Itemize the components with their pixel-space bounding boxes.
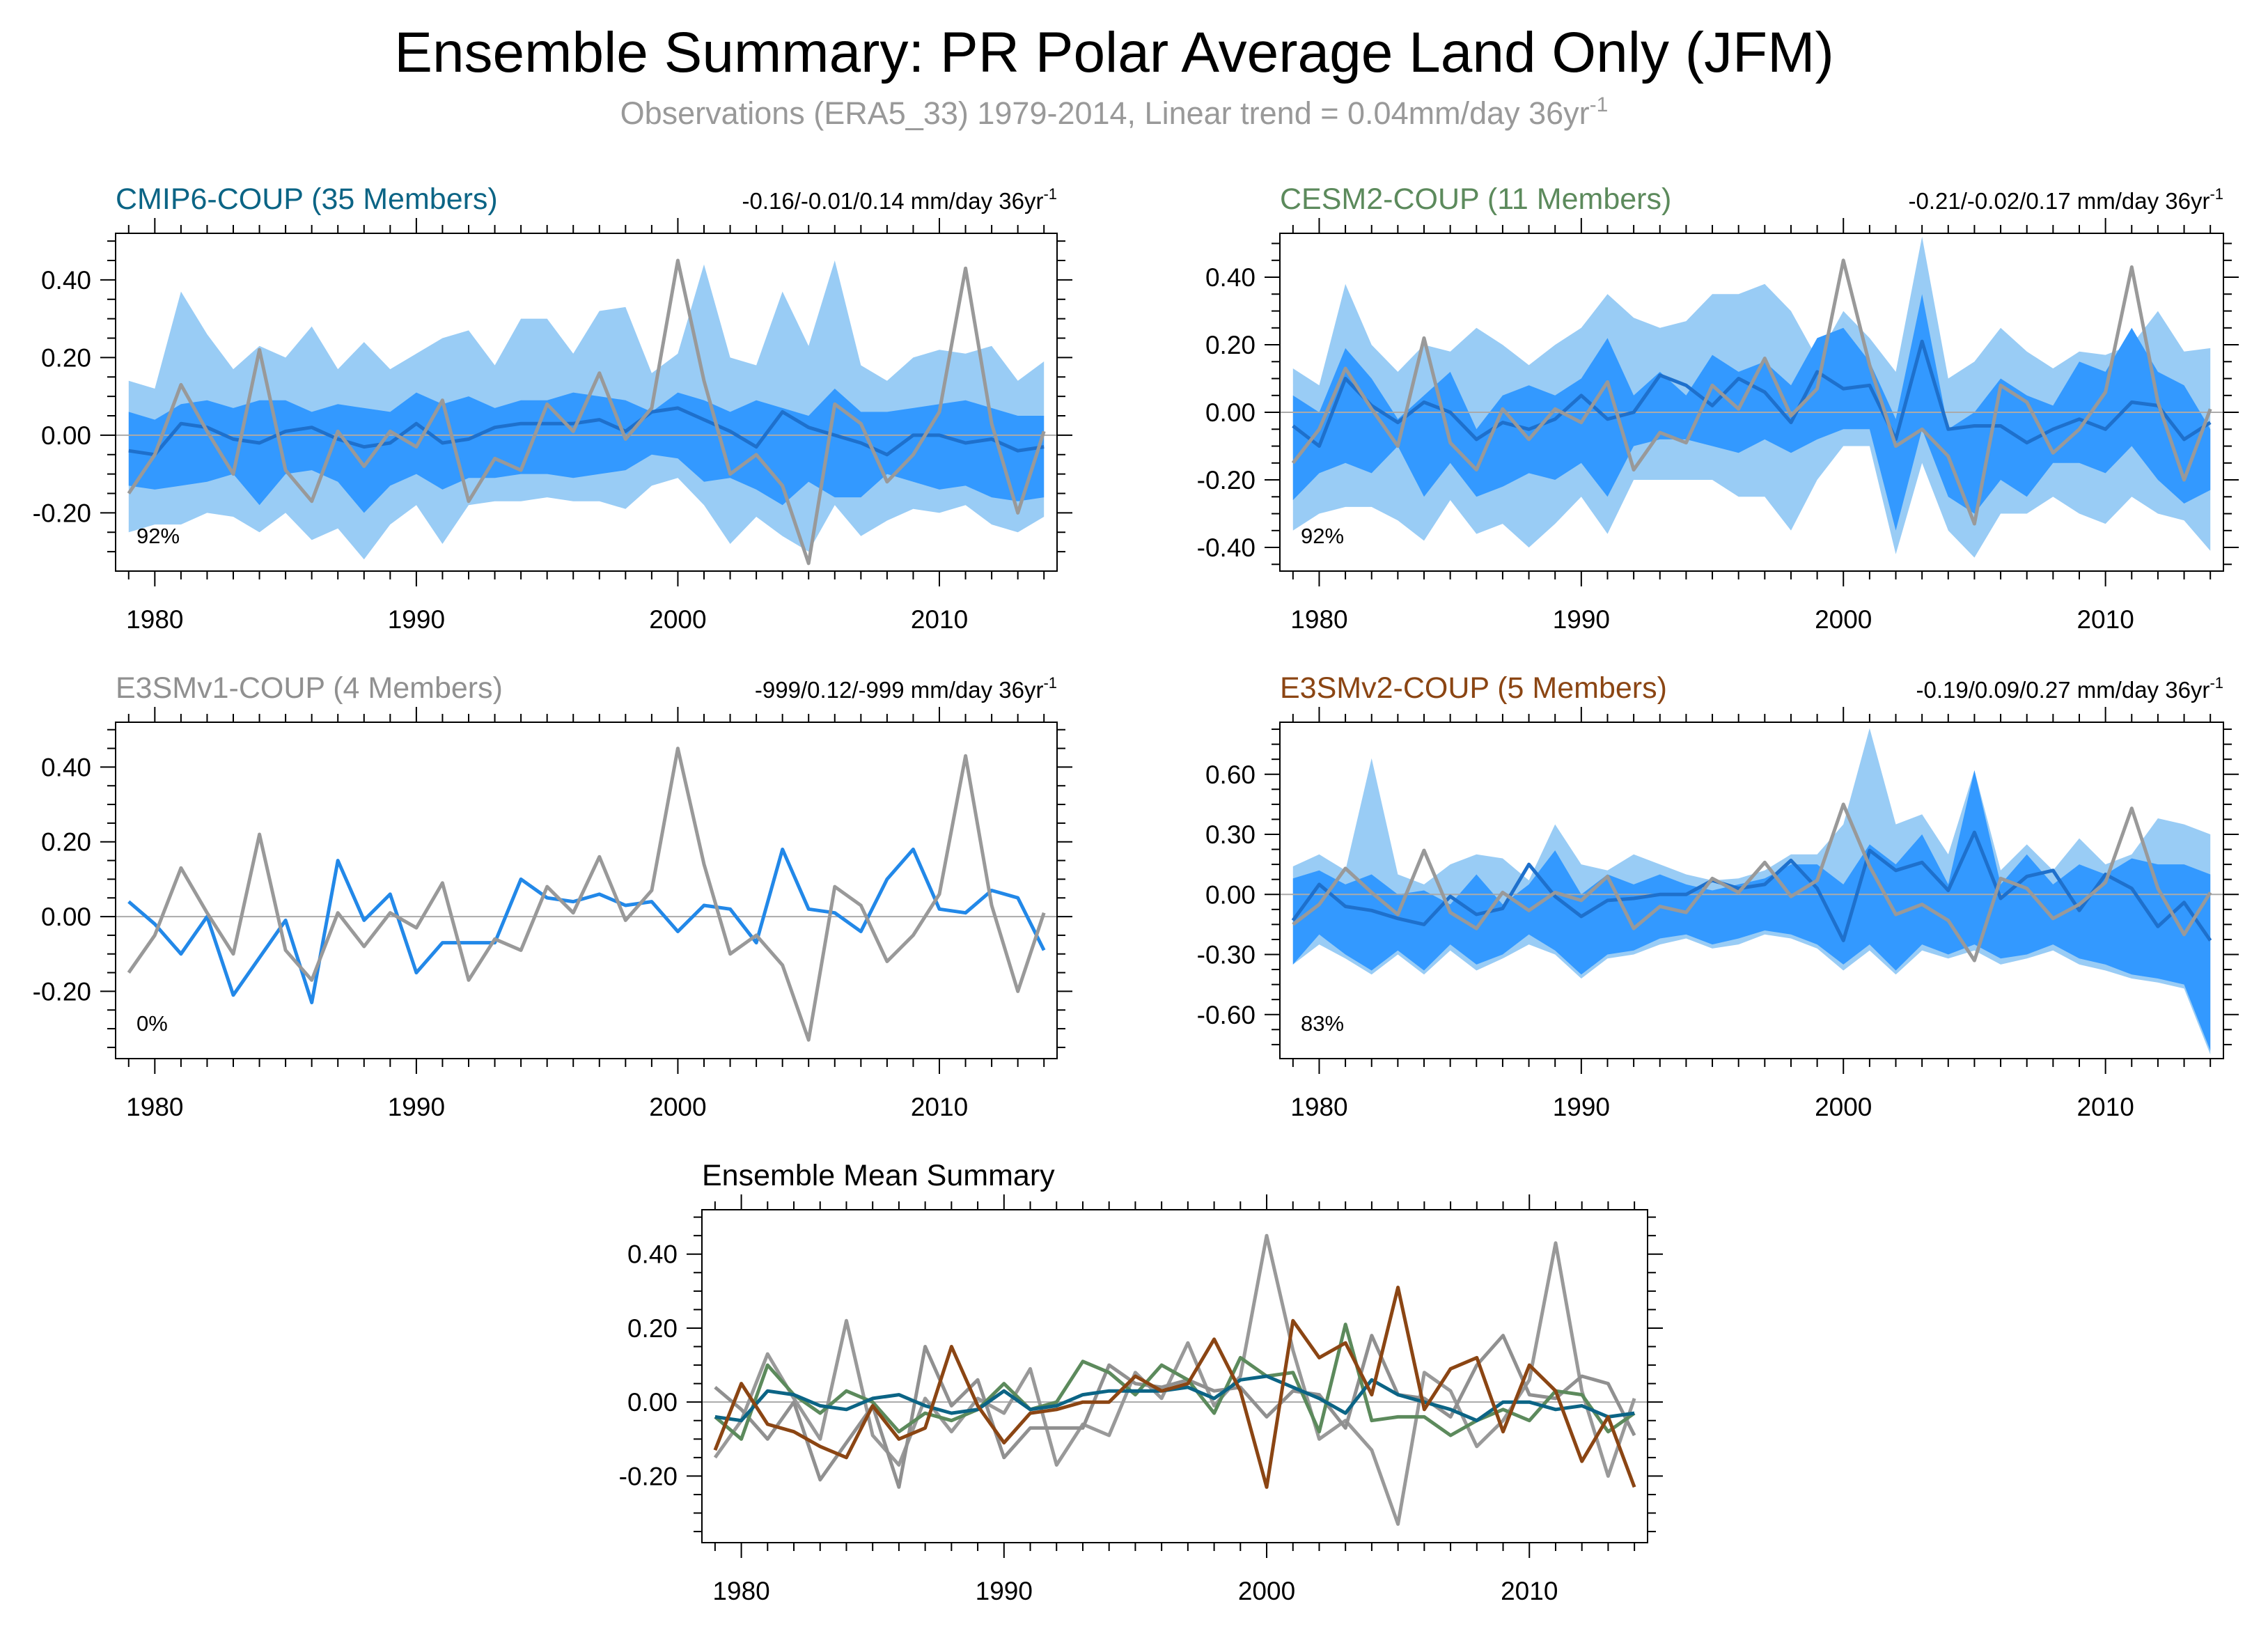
subtitle-main: Observations (ERA5_33) 1979-2014, Linear… (620, 95, 1590, 131)
trend-label-sup: -1 (1043, 674, 1057, 692)
series-line-e3smv2 (713, 1286, 1636, 1489)
plot-frame (115, 233, 1058, 572)
y-tick-label: 0.20 (41, 828, 91, 857)
plot-frame (1279, 722, 2224, 1059)
y-tick-label: 0.40 (41, 753, 91, 781)
y-tick-label: 0.40 (627, 1240, 678, 1269)
plot-area (116, 747, 1057, 1042)
y-tick-label: -0.40 (1197, 533, 1256, 562)
figure-title: Ensemble Summary: PR Polar Average Land … (394, 21, 1834, 84)
inner-range-band (128, 389, 1045, 513)
plot-frame (115, 722, 1058, 1059)
y-tick-label: 0.00 (627, 1388, 678, 1417)
inner-range-band (1292, 770, 2211, 1051)
plot-area (1280, 728, 2223, 1055)
observations-line (1292, 802, 2212, 962)
x-tick-label: 2010 (2077, 1093, 2134, 1121)
series-line-cmip6 (714, 1374, 1635, 1423)
y-tick-label: -0.20 (619, 1462, 678, 1490)
x-tick-label: 2010 (911, 1093, 968, 1121)
panel-cesm2: CESM2-COUP (11 Members) -0.21/-0.02/0.17 … (1197, 182, 2239, 634)
x-tick-label: 1980 (712, 1577, 769, 1605)
trend-label-sup: -1 (2210, 185, 2223, 203)
x-tick-label: 2000 (1815, 1093, 1872, 1121)
panel-title: Ensemble Mean Summary (702, 1159, 1055, 1192)
x-tick-label: 2010 (911, 605, 968, 634)
x-tick-label: 1990 (388, 1093, 445, 1121)
trend-label-sup: -1 (1043, 185, 1057, 203)
subtitle-sup: -1 (1590, 93, 1609, 116)
ensemble-mean-line (127, 848, 1046, 1004)
trend-label-main: -0.21/-0.02/0.17 mm/day 36yr (1909, 188, 2210, 214)
observations-line (127, 747, 1046, 1042)
panel-title: E3SMv1-COUP (4 Members) (116, 671, 503, 705)
percent-label: 0% (136, 1011, 168, 1036)
y-tick-label: 0.00 (1205, 880, 1256, 909)
series-line-obs (713, 1233, 1636, 1526)
panel-title: CESM2-COUP (11 Members) (1280, 182, 1671, 216)
x-tick-label: 1980 (126, 1093, 183, 1121)
y-tick-label: -0.20 (33, 977, 91, 1006)
ensemble-mean-line (128, 406, 1045, 457)
x-tick-label: 1980 (1290, 1093, 1347, 1121)
plot-frame (701, 1209, 1648, 1543)
plot-area (116, 258, 1057, 566)
trend-label-main: -0.16/-0.01/0.14 mm/day 36yr (742, 188, 1044, 214)
plot-frame (1279, 233, 2224, 572)
y-tick-label: 0.40 (41, 266, 91, 295)
panel-title: E3SMv2-COUP (5 Members) (1280, 671, 1667, 705)
y-tick-label: 0.30 (1205, 820, 1256, 849)
y-tick-label: -0.30 (1197, 941, 1256, 969)
x-tick-label: 2000 (649, 605, 706, 634)
trend-label: -999/0.12/-999 mm/day 36yr-1 (755, 674, 1057, 703)
y-tick-label: -0.60 (1197, 1001, 1256, 1029)
observations-line (127, 258, 1046, 566)
x-tick-label: 2000 (649, 1093, 706, 1121)
trend-label: -0.19/0.09/0.27 mm/day 36yr-1 (1916, 674, 2223, 703)
y-tick-label: 0.40 (1205, 263, 1256, 292)
y-tick-label: 0.20 (41, 343, 91, 372)
x-tick-label: 2000 (1815, 605, 1872, 634)
y-tick-label: 0.00 (41, 421, 91, 450)
x-tick-label: 2010 (2077, 605, 2134, 634)
x-tick-label: 2010 (1501, 1577, 1558, 1605)
trend-label-main: -999/0.12/-999 mm/day 36yr (755, 677, 1044, 703)
x-tick-label: 1990 (1553, 605, 1610, 634)
y-tick-label: 0.20 (1205, 331, 1256, 359)
panel-cmip6: CMIP6-COUP (35 Members) -0.16/-0.01/0.14 … (33, 182, 1072, 634)
panel-summary: Ensemble Mean Summary 1980 1990 2000 2010 -0.… (619, 1159, 1663, 1605)
trend-label-sup: -1 (2210, 674, 2223, 692)
y-tick-label: 0.20 (627, 1314, 678, 1343)
x-tick-label: 2000 (1238, 1577, 1295, 1605)
panel-e3smv2: E3SMv2-COUP (5 Members) -0.19/0.09/0.27 m… (1197, 671, 2239, 1121)
y-tick-label: -0.20 (1197, 466, 1256, 494)
percent-label: 92% (136, 524, 180, 548)
x-tick-label: 1990 (388, 605, 445, 634)
x-tick-label: 1980 (126, 605, 183, 634)
y-tick-label: -0.20 (33, 499, 91, 527)
y-tick-label: 0.00 (1205, 398, 1256, 427)
panel-e3smv1: E3SMv1-COUP (4 Members) -999/0.12/-999 mm… (33, 671, 1072, 1121)
trend-label: -0.21/-0.02/0.17 mm/day 36yr-1 (1909, 185, 2223, 214)
plot-area (702, 1233, 1648, 1526)
y-tick-label: 0.60 (1205, 761, 1256, 789)
trend-label-main: -0.19/0.09/0.27 mm/day 36yr (1916, 677, 2210, 703)
trend-label: -0.16/-0.01/0.14 mm/day 36yr-1 (742, 185, 1057, 214)
x-tick-label: 1990 (976, 1577, 1033, 1605)
panels-group: CMIP6-COUP (35 Members) -0.16/-0.01/0.14 … (33, 182, 2239, 1605)
panel-title: CMIP6-COUP (35 Members) (116, 182, 498, 216)
y-tick-label: 0.00 (41, 903, 91, 931)
plot-area (1280, 236, 2223, 558)
x-tick-label: 1980 (1290, 605, 1347, 634)
x-tick-label: 1990 (1553, 1093, 1610, 1121)
figure-subtitle: Observations (ERA5_33) 1979-2014, Linear… (620, 93, 1609, 131)
percent-label: 83% (1301, 1011, 1344, 1036)
percent-label: 92% (1301, 524, 1344, 548)
observations-line (1291, 258, 2212, 526)
